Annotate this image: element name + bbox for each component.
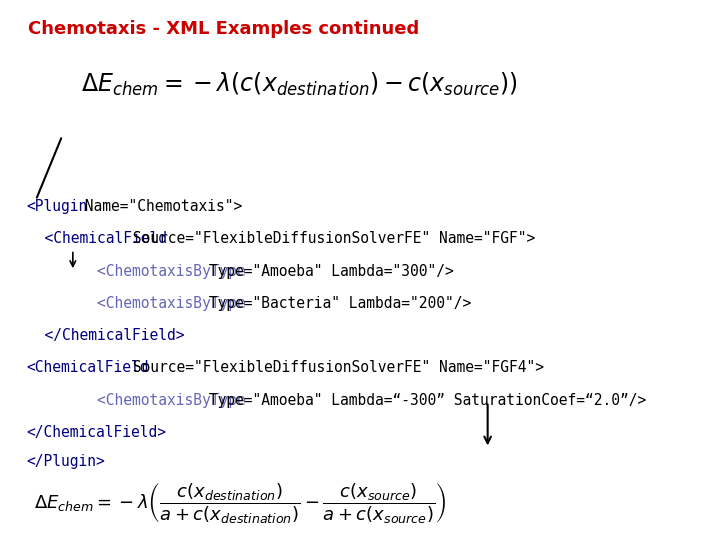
Text: <ChemicalField: <ChemicalField: [27, 231, 166, 246]
Text: </ChemicalField>: </ChemicalField>: [27, 425, 166, 440]
Text: </ChemicalField>: </ChemicalField>: [27, 328, 184, 343]
Text: <ChemotaxisByType: <ChemotaxisByType: [27, 264, 246, 279]
Text: <Plugin: <Plugin: [27, 199, 88, 214]
Text: <ChemicalField: <ChemicalField: [27, 360, 149, 375]
Text: Type="Amoeba" Lambda=“-300” SaturationCoef=“2.0”/>: Type="Amoeba" Lambda=“-300” SaturationCo…: [200, 393, 646, 408]
Text: $\Delta E_{chem} = -\lambda(c(x_{destination}) - c(x_{source}))$: $\Delta E_{chem} = -\lambda(c(x_{destina…: [81, 71, 518, 98]
Text: Source="FlexibleDiffusionSolverFE" Name="FGF4">: Source="FlexibleDiffusionSolverFE" Name=…: [124, 360, 544, 375]
Text: Chemotaxis - XML Examples continued: Chemotaxis - XML Examples continued: [28, 20, 419, 38]
Text: </Plugin>: </Plugin>: [27, 454, 105, 469]
Text: $\Delta E_{chem} = -\lambda\left(\dfrac{c(x_{destination})}{a+c(x_{destination}): $\Delta E_{chem} = -\lambda\left(\dfrac{…: [35, 480, 446, 524]
Text: <ChemotaxisByType: <ChemotaxisByType: [27, 296, 246, 311]
Text: Type="Bacteria" Lambda="200"/>: Type="Bacteria" Lambda="200"/>: [200, 296, 471, 311]
Text: <ChemotaxisByType: <ChemotaxisByType: [27, 393, 246, 408]
Text: Type="Amoeba" Lambda="300"/>: Type="Amoeba" Lambda="300"/>: [200, 264, 454, 279]
Text: Source="FlexibleDiffusionSolverFE" Name="FGF">: Source="FlexibleDiffusionSolverFE" Name=…: [124, 231, 535, 246]
Text: Name="Chemotaxis">: Name="Chemotaxis">: [76, 199, 243, 214]
